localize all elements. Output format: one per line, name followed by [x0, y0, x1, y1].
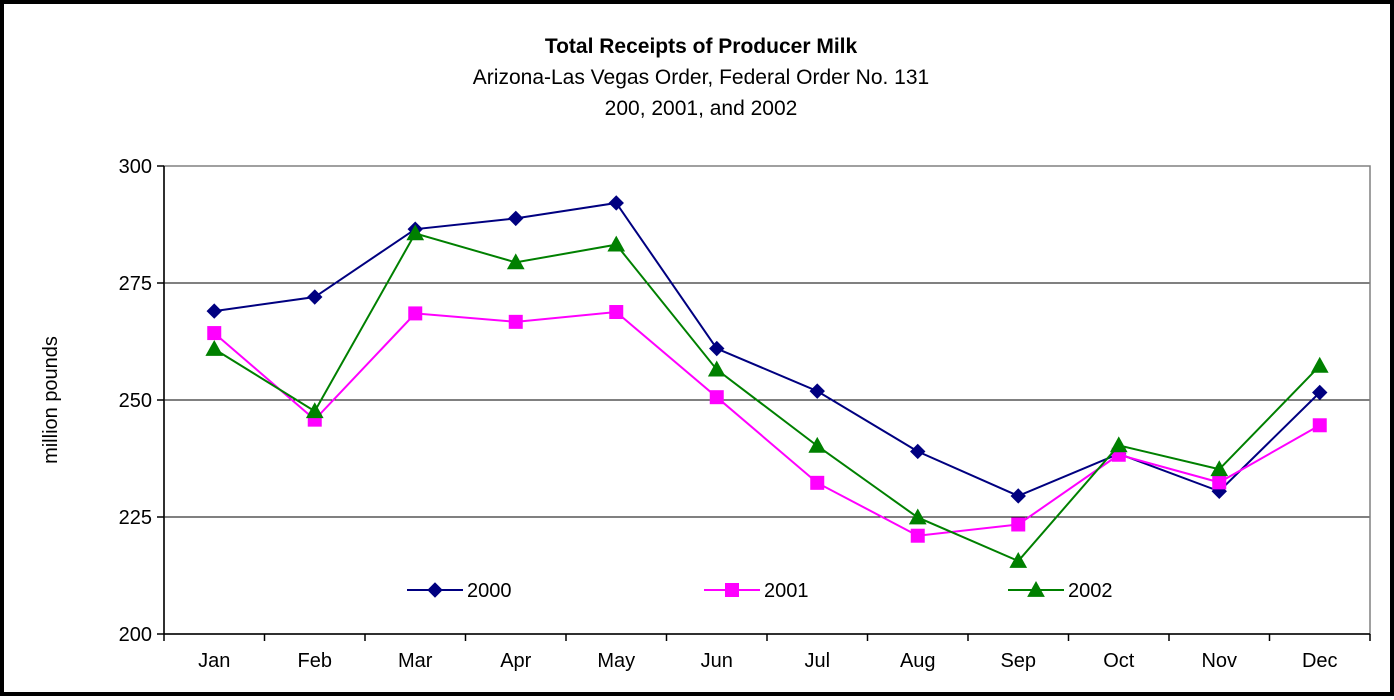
x-tick-label: Apr [500, 650, 531, 672]
x-tick-label: Nov [1201, 650, 1237, 672]
data-point-2002 [1210, 460, 1229, 477]
legend-label-2001: 2001 [764, 580, 809, 602]
chart-title: Total Receipts of Producer Milk [545, 35, 858, 58]
data-point-2000 [910, 443, 926, 460]
data-point-2002 [506, 253, 525, 270]
data-point-2000 [307, 289, 323, 305]
y-tick-label: 200 [119, 624, 152, 646]
y-tick-label: 225 [119, 507, 152, 529]
data-point-2002 [908, 508, 927, 525]
data-point-2001 [508, 314, 523, 329]
data-point-2000 [508, 210, 524, 227]
x-tick-label: Feb [298, 650, 332, 672]
data-point-2001 [1011, 517, 1026, 532]
data-point-2002 [808, 436, 827, 453]
x-tick-label: Jul [804, 650, 830, 672]
legend-marker-2001 [725, 583, 739, 597]
x-tick-label: Jan [198, 650, 230, 672]
data-point-2002 [205, 339, 224, 356]
y-tick-label: 250 [119, 390, 152, 412]
series-line-2001 [213, 310, 1321, 537]
x-tick-label: Aug [900, 650, 936, 672]
x-tick-label: Oct [1103, 650, 1135, 672]
chart-subtitle-line-2: 200, 2001, and 2002 [605, 97, 798, 120]
data-point-2002 [707, 360, 726, 377]
x-tick-label: Sep [1000, 650, 1036, 672]
y-axis-label: million pounds [40, 336, 62, 464]
data-point-2002 [305, 402, 324, 419]
data-point-2001 [1312, 418, 1327, 433]
data-point-2001 [408, 306, 423, 321]
data-point-2000 [1010, 488, 1026, 504]
line-chart: Total Receipts of Producer Milk Arizona-… [40, 35, 1371, 672]
data-point-2000 [206, 303, 222, 319]
y-tick-label: 275 [119, 273, 152, 295]
series-line-2002 [213, 232, 1321, 563]
legend-marker-2002 [1027, 580, 1045, 597]
legend-marker-2000 [427, 582, 443, 598]
x-tick-label: Mar [398, 650, 433, 672]
legend-label-2002: 2002 [1068, 580, 1113, 602]
legend-label-2000: 2000 [467, 580, 512, 602]
plot-area: 200 225 250 275 300 Jan Feb Mar Apr May Jun Jul Aug S… [119, 156, 1371, 672]
data-point-2001 [810, 475, 825, 490]
y-tick-label: 300 [119, 156, 152, 178]
data-point-2001 [1212, 475, 1227, 490]
data-point-2000 [1312, 384, 1328, 401]
data-point-2001 [910, 528, 925, 543]
data-point-2002 [1109, 436, 1128, 453]
data-point-2002 [1310, 356, 1329, 373]
data-point-2001 [709, 390, 724, 405]
data-point-2001 [207, 326, 222, 341]
chart-subtitle-line-1: Arizona-Las Vegas Order, Federal Order N… [473, 66, 929, 89]
data-point-2002 [406, 224, 425, 241]
data-point-2000 [809, 383, 825, 399]
x-tick-label: Dec [1302, 650, 1338, 672]
data-point-2000 [608, 195, 624, 211]
data-point-2002 [1009, 551, 1028, 568]
x-tick-label: Jun [701, 650, 733, 672]
data-point-2000 [709, 340, 725, 357]
data-point-2002 [607, 235, 626, 252]
x-tick-label: May [597, 650, 635, 672]
data-point-2001 [609, 305, 624, 320]
